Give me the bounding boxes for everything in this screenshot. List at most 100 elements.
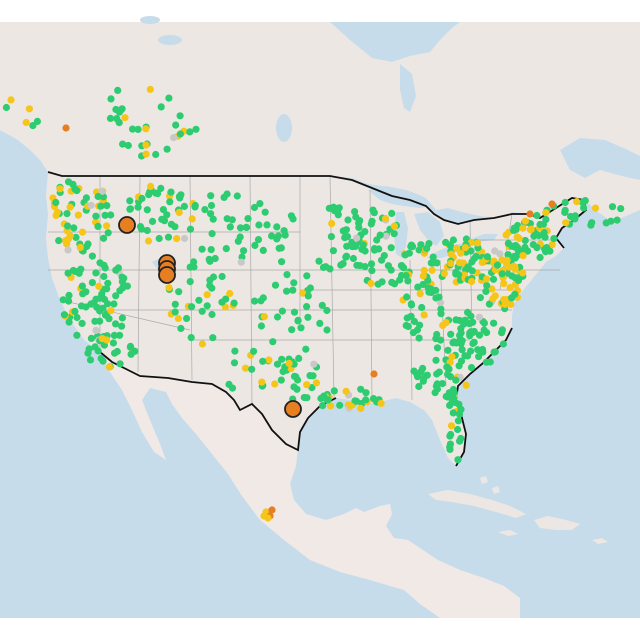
monitor-good[interactable] (278, 258, 286, 266)
monitor-good[interactable] (437, 310, 445, 318)
monitor-good[interactable] (166, 198, 174, 206)
monitor-good[interactable] (336, 401, 344, 409)
monitor-good[interactable] (323, 326, 331, 334)
monitor-no-data[interactable] (382, 232, 390, 240)
monitor-good[interactable] (242, 223, 250, 231)
monitor-good[interactable] (69, 266, 77, 275)
monitor-good[interactable] (94, 192, 102, 201)
monitor-good[interactable] (33, 117, 42, 125)
monitor-good[interactable] (206, 257, 214, 265)
monitor-moderate[interactable] (527, 225, 535, 233)
monitor-good[interactable] (104, 279, 112, 287)
monitor-good[interactable] (403, 293, 411, 301)
monitor-good[interactable] (432, 382, 440, 390)
monitor-good[interactable] (424, 276, 432, 284)
monitor-good[interactable] (134, 125, 142, 133)
monitor-good[interactable] (511, 290, 519, 298)
monitor-moderate[interactable] (455, 259, 464, 267)
monitor-good[interactable] (483, 281, 491, 290)
monitor-good[interactable] (112, 320, 120, 328)
monitor-good[interactable] (110, 331, 118, 339)
monitor-good[interactable] (415, 382, 423, 391)
monitor-good[interactable] (91, 343, 99, 351)
monitor-good[interactable] (65, 291, 73, 299)
monitor-good[interactable] (419, 280, 427, 289)
monitor-moderate[interactable] (95, 282, 103, 290)
monitor-good[interactable] (432, 356, 440, 364)
monitor-good[interactable] (251, 241, 259, 249)
monitor-good[interactable] (536, 220, 544, 229)
monitor-good[interactable] (452, 376, 460, 384)
monitor-good[interactable] (209, 273, 218, 281)
monitor-good[interactable] (521, 236, 529, 245)
monitor-good[interactable] (106, 114, 115, 122)
monitor-good[interactable] (449, 389, 457, 397)
monitor-good[interactable] (326, 265, 334, 273)
monitor-good[interactable] (449, 236, 457, 244)
monitor-good[interactable] (160, 217, 169, 225)
monitor-good[interactable] (154, 190, 162, 198)
monitor-moderate[interactable] (447, 422, 456, 430)
monitor-good[interactable] (467, 347, 475, 355)
monitor-good[interactable] (201, 206, 209, 214)
monitor-good[interactable] (186, 263, 194, 271)
monitor-good[interactable] (208, 284, 216, 292)
monitor-good[interactable] (376, 231, 384, 239)
monitor-good[interactable] (255, 221, 263, 229)
monitor-good[interactable] (165, 94, 173, 102)
monitor-good[interactable] (172, 121, 180, 129)
monitor-good[interactable] (268, 232, 276, 240)
monitor-moderate[interactable] (448, 353, 456, 361)
monitor-good[interactable] (482, 287, 490, 295)
monitor-no-data[interactable] (475, 313, 483, 321)
monitor-good[interactable] (230, 359, 239, 367)
monitor-good[interactable] (93, 303, 101, 311)
monitor-good[interactable] (257, 322, 265, 330)
monitor-moderate[interactable] (271, 380, 279, 388)
monitor-good[interactable] (104, 229, 112, 237)
monitor-good[interactable] (228, 384, 237, 392)
monitor-good[interactable] (470, 338, 478, 346)
monitor-good[interactable] (138, 194, 146, 203)
monitor-good[interactable] (118, 105, 126, 113)
monitor-good[interactable] (207, 210, 215, 218)
monitor-moderate[interactable] (147, 182, 155, 190)
monitor-good[interactable] (449, 409, 457, 417)
monitor-good[interactable] (351, 242, 359, 251)
site-idaho-panhandle[interactable] (118, 216, 136, 234)
monitor-good[interactable] (446, 241, 454, 249)
monitor-good[interactable] (470, 254, 478, 262)
monitor-good[interactable] (65, 297, 73, 305)
monitor-good[interactable] (504, 251, 512, 259)
monitor-good[interactable] (230, 299, 238, 307)
monitor-good[interactable] (157, 184, 165, 192)
monitor-moderate[interactable] (174, 314, 182, 323)
monitor-moderate[interactable] (419, 272, 427, 280)
monitor-good[interactable] (231, 347, 239, 355)
monitor-good[interactable] (222, 245, 230, 253)
monitor-good[interactable] (483, 253, 491, 261)
monitor-moderate[interactable] (144, 237, 153, 245)
monitor-good[interactable] (85, 345, 93, 353)
monitor-good[interactable] (325, 204, 333, 212)
monitor-good[interactable] (475, 353, 483, 361)
monitor-good[interactable] (99, 193, 107, 201)
monitor-moderate[interactable] (74, 211, 82, 219)
monitor-moderate[interactable] (25, 105, 33, 113)
monitor-good[interactable] (269, 338, 277, 346)
monitor-good[interactable] (369, 206, 377, 214)
monitor-moderate[interactable] (226, 289, 234, 298)
monitor-good[interactable] (259, 357, 267, 365)
monitor-moderate[interactable] (462, 381, 470, 389)
monitor-moderate[interactable] (519, 269, 527, 277)
monitor-good[interactable] (250, 203, 259, 212)
monitor-good[interactable] (218, 272, 226, 281)
monitor-moderate[interactable] (519, 224, 527, 232)
monitor-good[interactable] (433, 344, 442, 352)
monitor-good[interactable] (101, 264, 109, 272)
monitor-moderate[interactable] (420, 311, 428, 319)
monitor-good[interactable] (455, 362, 463, 370)
monitor-good[interactable] (357, 385, 365, 393)
monitor-moderate[interactable] (381, 214, 390, 223)
monitor-moderate[interactable] (461, 244, 469, 252)
